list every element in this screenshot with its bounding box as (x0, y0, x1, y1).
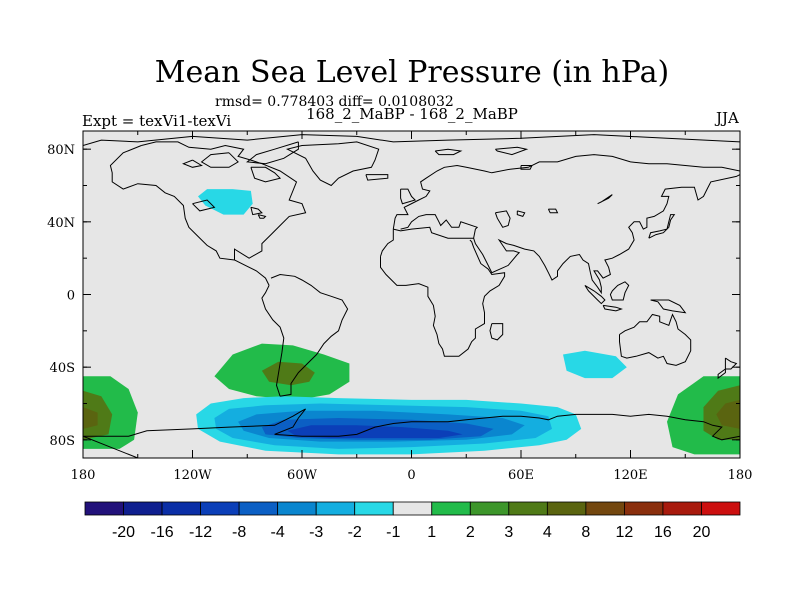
coastline-29 (250, 206, 263, 216)
anomaly-region-4-level-2 (83, 407, 98, 429)
colorbar-label-15: 20 (693, 524, 711, 541)
experiment-label: Expt = texVi1-texVi (82, 112, 232, 130)
colorbar-swatch-8 (392, 501, 433, 516)
colorbar-swatch-6 (315, 501, 356, 516)
colorbar-swatch-2 (161, 501, 201, 516)
colorbar-swatch-4 (238, 501, 279, 516)
coastline-11 (380, 239, 506, 357)
colorbar-label-0: -20 (112, 524, 135, 541)
colorbar-label-8: 1 (427, 524, 436, 541)
coastline-8 (392, 154, 740, 230)
colorbar-label-5: -3 (309, 524, 323, 541)
colorbar-label-3: -8 (232, 524, 246, 541)
coastline-30 (257, 214, 267, 219)
coastline-31 (494, 210, 511, 228)
coastline-14 (648, 214, 676, 239)
coastline-33 (547, 208, 559, 214)
y-tick-label-3: 40S (50, 361, 75, 376)
coastline-24 (182, 159, 203, 168)
coastline-6 (365, 174, 389, 181)
x-tick-label-2: 60W (287, 468, 318, 483)
colorbar-swatch-5 (277, 501, 317, 516)
coastline-4 (109, 145, 235, 261)
coastline-35 (520, 165, 533, 170)
y-tick-label-4: 80S (50, 434, 75, 449)
colorbar-label-1: -16 (150, 524, 173, 541)
coastline-13 (473, 174, 740, 295)
colorbar-swatch-13 (585, 501, 625, 516)
anomaly-region-5-level-2 (716, 399, 740, 429)
coastline-7 (400, 188, 417, 205)
comparison-label: 168_2_MaBP - 168_2_MaBP (306, 105, 518, 123)
colorbar-swatch-0 (84, 501, 124, 516)
anomaly-region-0-level-1 (261, 361, 315, 386)
coastline-26 (495, 146, 529, 156)
y-tick-label-0: 80N (47, 143, 75, 158)
colorbar-swatch-11 (508, 501, 548, 516)
x-tick-label-6: 180 (728, 468, 753, 483)
colorbar-swatch-10 (469, 501, 510, 516)
coastline-23 (200, 152, 239, 168)
coastline-28 (192, 199, 216, 212)
coastline-32 (516, 210, 526, 218)
colorbar-swatch-12 (546, 501, 587, 516)
colorbar-label-4: -4 (271, 524, 285, 541)
coastline-17 (602, 304, 623, 312)
coastline-18 (650, 299, 687, 314)
colorbar-label-10: 3 (504, 524, 513, 541)
season-label: JJA (716, 109, 739, 127)
coastline-2 (261, 285, 285, 397)
y-tick-label-1: 40N (47, 216, 75, 231)
coastline-0 (83, 134, 740, 146)
coastline-19 (619, 313, 692, 366)
x-tick-label-5: 120E (613, 468, 647, 483)
colorbar-label-6: -2 (348, 524, 362, 541)
coastline-10 (380, 229, 394, 257)
coastline-25 (250, 166, 282, 183)
colorbar: -20 -16 -12 -8 -4 -3 -2 -1 1 2 3 4 8 12 16 20 (84, 501, 741, 541)
coastline-5 (285, 141, 380, 187)
colorbar-label-14: 16 (654, 524, 672, 541)
coastline-16 (609, 281, 630, 301)
coastline-layer (83, 134, 740, 458)
colorbar-swatch-1 (123, 501, 163, 516)
stats-line: rmsd= 0.778403 diff= 0.0108032 (215, 94, 454, 110)
coastline-12 (489, 323, 504, 341)
colorbar-swatch-7 (354, 501, 394, 516)
colorbar-label-11: 4 (543, 524, 552, 541)
x-tick-label-1: 120W (173, 468, 212, 483)
y-tick-label-2: 0 (67, 289, 75, 304)
axis-tick-layer: 180 120W 60W 0 60E 120E 180 80N 40N 0 40S 80S (47, 131, 752, 483)
colorbar-label-13: 12 (616, 524, 634, 541)
colorbar-label-9: 2 (466, 524, 475, 541)
x-tick-label-4: 60E (508, 468, 534, 483)
coastline-22 (246, 141, 299, 165)
coastline-21 (83, 408, 740, 458)
coastline-20 (717, 357, 738, 380)
colorbar-label-12: 8 (581, 524, 590, 541)
colorbar-swatch-3 (200, 501, 240, 516)
colorbar-swatch-14 (624, 501, 664, 516)
anomaly-region-2-level-0 (563, 350, 627, 379)
coastline-9 (393, 214, 479, 239)
chart-title: Mean Sea Level Pressure (in hPa) (154, 55, 670, 90)
anomaly-fill-layer (83, 189, 740, 455)
coastline-15 (584, 284, 606, 305)
colorbar-swatch-9 (431, 501, 471, 516)
coastline-1 (141, 141, 307, 286)
x-tick-label-3: 0 (407, 468, 415, 483)
colorbar-label-2: -12 (189, 524, 212, 541)
coastline-27 (434, 148, 463, 156)
x-tick-label-0: 180 (71, 468, 96, 483)
coastline-34 (597, 194, 613, 205)
anomaly-region-1-level-4 (287, 425, 463, 438)
colorbar-swatch-16 (701, 501, 741, 516)
colorbar-swatch-15 (662, 501, 702, 516)
coastline-3 (270, 273, 349, 397)
colorbar-label-7: -1 (386, 524, 400, 541)
